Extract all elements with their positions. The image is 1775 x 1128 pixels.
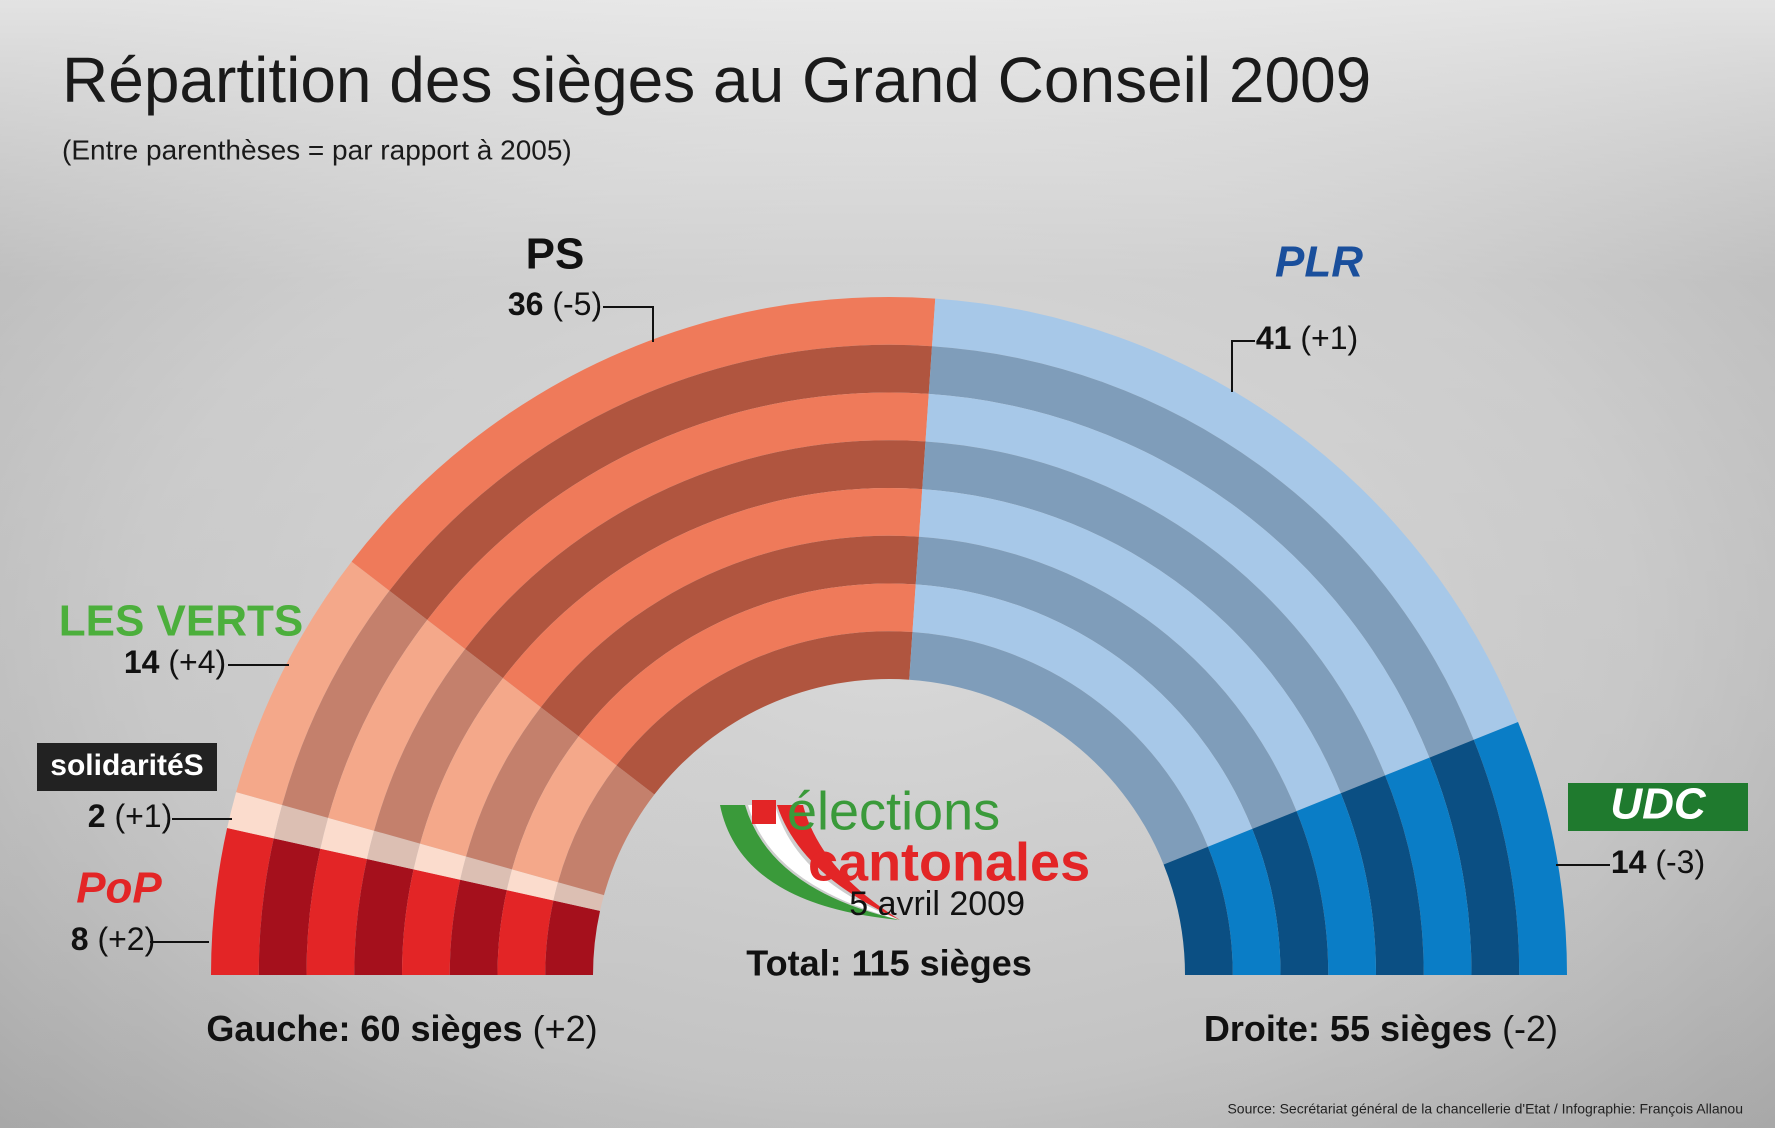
party-name: solidaritéS (50, 749, 203, 782)
logo-date: 5 avril 2009 (849, 885, 1025, 923)
seat-label: 14 (-3) (1611, 844, 1705, 880)
bloc-change: (-2) (1502, 1008, 1558, 1049)
chart-subtitle: (Entre parenthèses = par rapport à 2005) (62, 134, 572, 165)
logo-flag (752, 800, 776, 824)
seat-label: 36 (-5) (508, 286, 602, 322)
seat-change: (-5) (552, 286, 602, 322)
party-name: PS (526, 230, 585, 279)
party-name: LES VERTS (59, 597, 304, 646)
chart-title: Répartition des sièges au Grand Conseil … (62, 44, 1371, 116)
bloc-label: Gauche: 60 sièges (206, 1008, 522, 1049)
seat-label: 41 (+1) (1256, 320, 1358, 356)
seat-count: 14 (124, 644, 160, 680)
party-name: PLR (1275, 238, 1363, 287)
seat-count: 2 (88, 798, 106, 834)
seat-label: 14 (+4) (124, 644, 226, 680)
seat-label: 2 (+1) (88, 798, 172, 834)
seat-count: 41 (1256, 320, 1292, 356)
seat-count: 8 (71, 921, 89, 957)
seat-ring (545, 900, 600, 975)
bloc-label: Droite: 55 sièges (1204, 1008, 1492, 1049)
seat-ring (498, 890, 554, 975)
seat-count: 14 (1611, 844, 1647, 880)
logo-line2: cantonales (808, 832, 1090, 892)
seat-count: 36 (508, 286, 544, 322)
bloc-right: Droite: 55 sièges (-2) (1204, 1008, 1558, 1049)
bloc-change: (+2) (533, 1008, 598, 1049)
seat-change: (+4) (168, 644, 226, 680)
seat-change: (-3) (1655, 844, 1705, 880)
source: Source: Secrétariat général de la chance… (1227, 1101, 1743, 1117)
bloc-left: Gauche: 60 sièges (+2) (206, 1008, 597, 1049)
seat-change: (+2) (97, 921, 155, 957)
seat-change: (+1) (114, 798, 172, 834)
chart: Répartition des sièges au Grand Conseil … (0, 0, 1775, 1128)
seat-label: 8 (+2) (71, 921, 155, 957)
page: {"chart_data": {"type": "parliament", "t… (0, 0, 1775, 1128)
seat-change: (+1) (1300, 320, 1358, 356)
party-name: PoP (76, 864, 162, 913)
total-label: Total: 115 sièges (746, 943, 1031, 984)
party-name: UDC (1610, 780, 1707, 829)
